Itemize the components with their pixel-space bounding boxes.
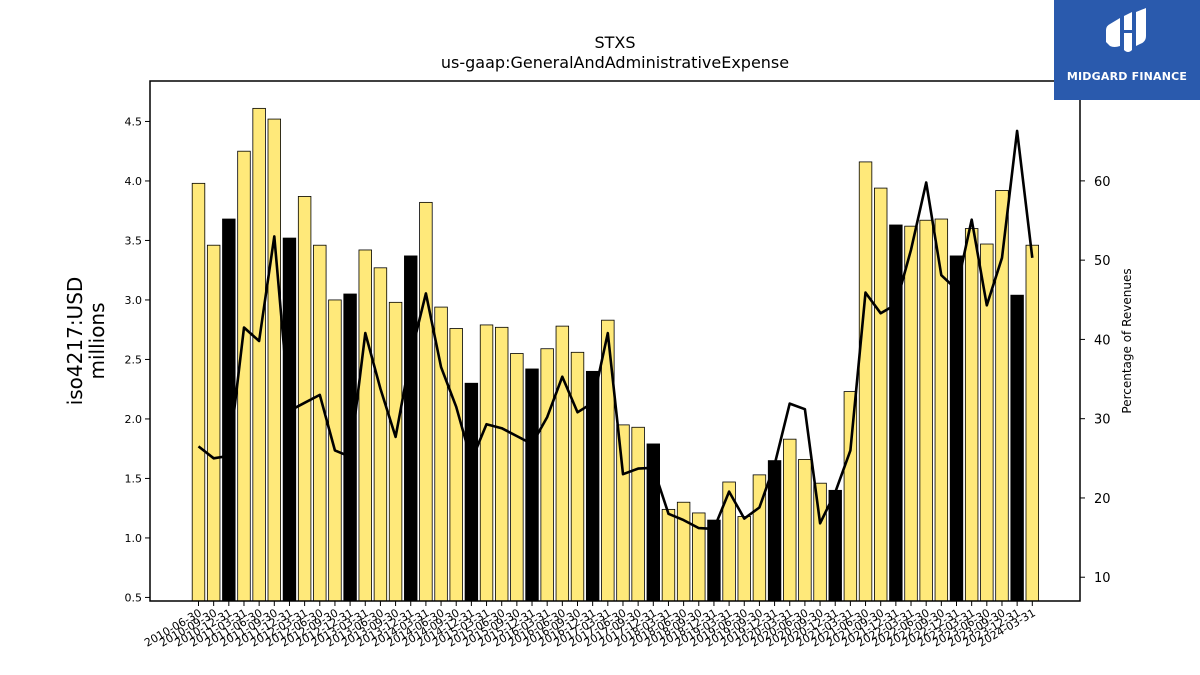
y2-tick-label: 30 — [1094, 413, 1111, 428]
bar-2022-12-31 — [949, 255, 964, 602]
y2-tick-label: 60 — [1094, 175, 1111, 190]
bar-2022-06-30 — [919, 219, 933, 602]
bar-2010-06-30 — [191, 182, 206, 602]
bar-2010-09-30 — [206, 244, 221, 602]
bar-2021-12-31 — [889, 224, 903, 602]
y-axis-label: iso4217:USD — [63, 277, 87, 406]
y-tick-label: 1.5 — [125, 472, 143, 485]
bar-2011-09-30 — [267, 118, 282, 602]
y-tick-label: 3.5 — [125, 234, 143, 247]
bar-2011-12-31 — [282, 237, 297, 602]
logo-mark-icon — [1106, 8, 1146, 52]
logo-text: MIDGARD FINANCE — [1066, 70, 1188, 83]
bar-2018-12-31 — [707, 519, 721, 602]
bar-2013-09-30 — [388, 301, 403, 602]
bar-2021-06-30 — [858, 161, 873, 602]
y-tick-label: 0.5 — [125, 591, 143, 604]
y-tick-label: 4.0 — [125, 175, 143, 188]
bar-2016-03-31 — [540, 348, 554, 602]
bar-2014-09-30 — [449, 328, 463, 602]
bar-2022-03-31 — [904, 225, 918, 602]
bar-2013-03-31 — [358, 249, 372, 602]
bar-2018-03-31 — [661, 508, 676, 602]
bar-2020-09-30 — [813, 482, 827, 602]
bar-2015-09-30 — [510, 353, 524, 602]
bar-2011-03-31 — [237, 150, 251, 602]
y-tick-label: 2.5 — [125, 353, 143, 366]
bar-2024-03-31 — [1025, 244, 1040, 602]
y-tick-label: 2.0 — [125, 413, 143, 426]
bar-2019-12-31 — [767, 460, 782, 602]
bar-2023-06-30 — [980, 243, 994, 602]
bar-2016-09-30 — [570, 351, 585, 602]
bar-2014-12-31 — [464, 382, 479, 602]
chart-title: STXS — [594, 33, 635, 52]
y2-tick-label: 20 — [1094, 492, 1111, 507]
percentage-of-revenues-line — [197, 129, 1034, 531]
left-axis-ticks: 0.5 1.0 1.5 2.0 2.5 3.0 3.5 4.0 4.5 — [125, 115, 150, 604]
bar-2017-09-30 — [631, 426, 645, 602]
bar-2013-06-30 — [373, 267, 388, 602]
y-tick-label: 1.0 — [125, 532, 143, 545]
x-axis-ticks: 2010-06-302010-09-302010-12-312011-03-31… — [142, 601, 1038, 650]
bar-2015-03-31 — [479, 324, 494, 602]
bar-2011-06-30 — [252, 107, 266, 602]
bar-2014-03-31 — [419, 201, 433, 602]
bar-2020-06-30 — [798, 458, 812, 602]
bar-2020-12-31 — [828, 489, 842, 602]
y2-tick-label: 40 — [1094, 333, 1111, 348]
bar-2016-06-30 — [555, 325, 570, 602]
bar-2015-06-30 — [494, 326, 509, 602]
y-tick-label: 3.0 — [125, 294, 143, 307]
bar-2021-03-31 — [843, 391, 858, 602]
brand-logo: MIDGARD FINANCE — [1054, 0, 1200, 100]
bar-2012-06-30 — [313, 244, 327, 602]
right-axis-ticks: 10 20 30 40 50 60 — [1080, 175, 1111, 586]
y-axis-label-unit: millions — [85, 302, 109, 379]
bar-2023-03-31 — [964, 228, 979, 602]
y2-tick-label: 10 — [1094, 571, 1111, 586]
bar-2021-09-30 — [874, 187, 888, 602]
plot-frame — [149, 80, 1081, 602]
bar-2012-03-31 — [297, 196, 312, 602]
bar-series — [191, 107, 1040, 602]
y2-axis-label: Percentage of Revenues — [1120, 268, 1134, 413]
bar-2013-12-31 — [404, 255, 418, 602]
bar-2015-12-31 — [525, 368, 539, 602]
y-tick-label: 4.5 — [125, 115, 143, 128]
bar-2023-12-31 — [1010, 294, 1024, 602]
y2-tick-label: 50 — [1094, 254, 1111, 269]
chart-subtitle: us-gaap:GeneralAndAdministrativeExpense — [441, 53, 789, 72]
bar-2017-06-30 — [616, 424, 630, 602]
percentage-line-series — [197, 129, 1034, 531]
bar-2019-06-30 — [737, 516, 751, 602]
bar-2020-03-31 — [783, 438, 797, 602]
